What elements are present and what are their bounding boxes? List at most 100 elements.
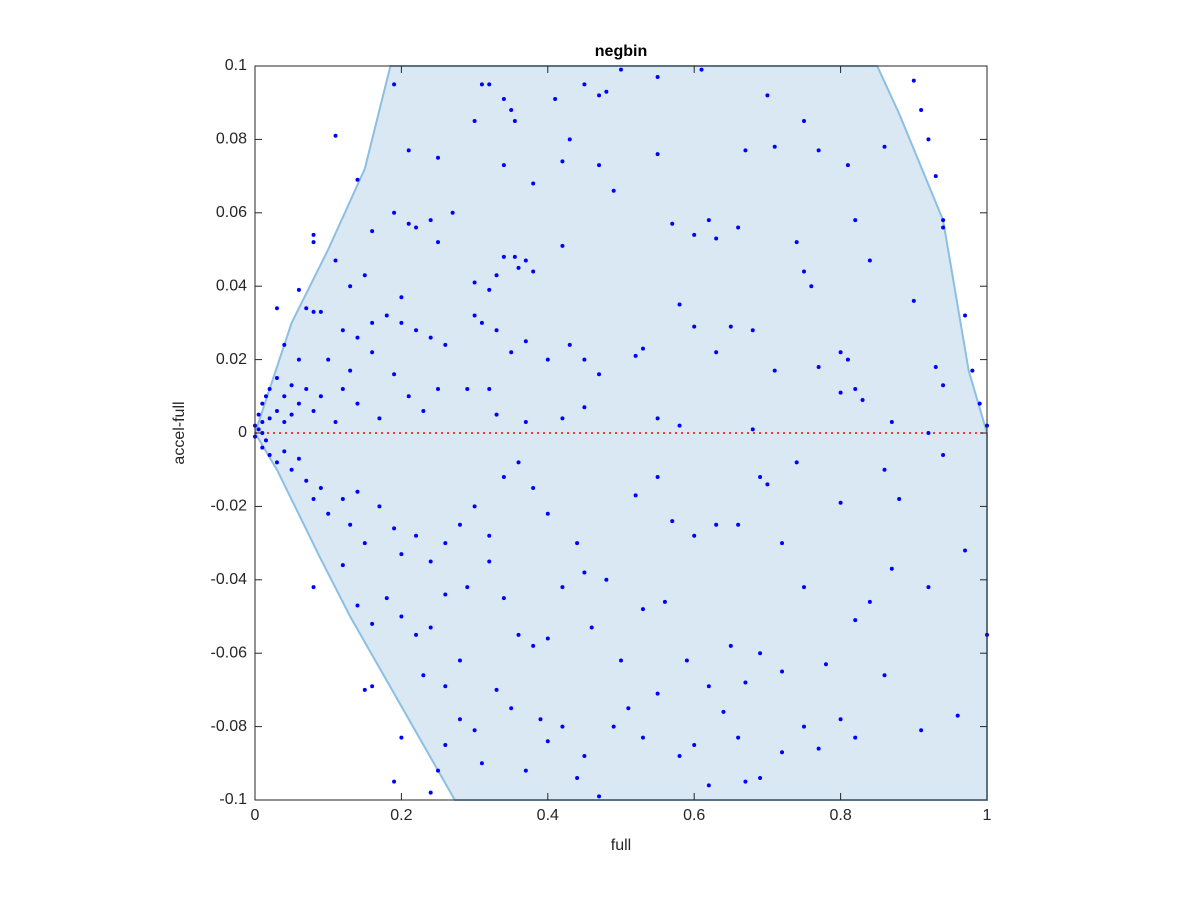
point <box>282 342 287 347</box>
point <box>457 717 462 722</box>
point <box>370 320 375 325</box>
point <box>758 775 763 780</box>
point <box>567 342 572 347</box>
point <box>794 240 799 245</box>
point <box>941 383 946 388</box>
x-tick-label: 0.8 <box>829 807 851 824</box>
point <box>597 163 602 168</box>
point <box>267 416 272 421</box>
point <box>311 497 316 502</box>
point <box>743 779 748 784</box>
point <box>889 419 894 424</box>
point <box>794 460 799 465</box>
point <box>260 445 265 450</box>
point <box>487 386 492 391</box>
point <box>970 368 975 373</box>
point <box>933 174 938 179</box>
point <box>512 119 517 124</box>
point <box>509 350 514 355</box>
point <box>414 533 419 538</box>
point <box>472 119 477 124</box>
point <box>443 342 448 347</box>
point <box>523 258 528 263</box>
point <box>479 320 484 325</box>
point <box>955 713 960 718</box>
point <box>263 438 268 443</box>
point <box>538 717 543 722</box>
point <box>256 427 261 432</box>
point <box>765 482 770 487</box>
point <box>311 232 316 237</box>
point <box>348 368 353 373</box>
point <box>692 742 697 747</box>
y-tick-label: -0.02 <box>211 498 248 515</box>
x-axis-label: full <box>611 837 631 854</box>
point <box>560 416 565 421</box>
point <box>421 673 426 678</box>
point <box>816 148 821 153</box>
point <box>333 133 338 138</box>
point <box>523 339 528 344</box>
point <box>780 669 785 674</box>
point <box>304 306 309 311</box>
point <box>501 596 506 601</box>
y-tick-label: 0.06 <box>216 204 247 221</box>
point <box>399 320 404 325</box>
point <box>436 240 440 245</box>
point <box>311 408 316 413</box>
point <box>611 188 616 193</box>
point <box>348 284 353 289</box>
point <box>274 306 279 311</box>
point <box>963 548 968 553</box>
point <box>392 526 397 531</box>
point <box>560 159 565 164</box>
point <box>465 585 470 590</box>
x-tick-label: 0 <box>251 807 260 824</box>
point <box>282 449 287 454</box>
point <box>479 82 484 87</box>
point <box>619 658 623 663</box>
point <box>692 324 697 329</box>
y-tick-label: 0.02 <box>216 351 247 368</box>
point <box>333 258 338 263</box>
point <box>531 643 536 648</box>
point <box>926 585 931 590</box>
point <box>256 412 261 417</box>
point <box>582 753 587 758</box>
point <box>582 82 587 87</box>
point <box>662 599 667 604</box>
point <box>882 144 887 149</box>
point <box>845 357 850 362</box>
point <box>838 350 843 355</box>
point <box>340 497 345 502</box>
point <box>772 368 777 373</box>
point <box>443 541 448 546</box>
point <box>809 284 814 289</box>
point <box>706 783 711 788</box>
point <box>370 621 375 626</box>
point <box>450 210 455 215</box>
point <box>714 522 719 527</box>
point <box>370 684 375 689</box>
point <box>392 372 397 377</box>
point <box>384 596 389 601</box>
point <box>263 394 268 399</box>
point <box>611 724 616 729</box>
y-tick-label: -0.1 <box>219 791 247 808</box>
point <box>589 625 594 630</box>
point <box>531 486 536 491</box>
point <box>326 511 331 516</box>
point <box>750 328 755 333</box>
point <box>274 460 279 465</box>
point <box>318 486 323 491</box>
point <box>443 592 448 597</box>
point <box>670 519 675 524</box>
point <box>487 287 492 292</box>
point <box>640 735 645 740</box>
point <box>838 717 843 722</box>
point <box>472 504 477 509</box>
point <box>911 78 916 83</box>
point <box>399 735 404 740</box>
point <box>619 67 623 72</box>
point <box>677 423 682 428</box>
